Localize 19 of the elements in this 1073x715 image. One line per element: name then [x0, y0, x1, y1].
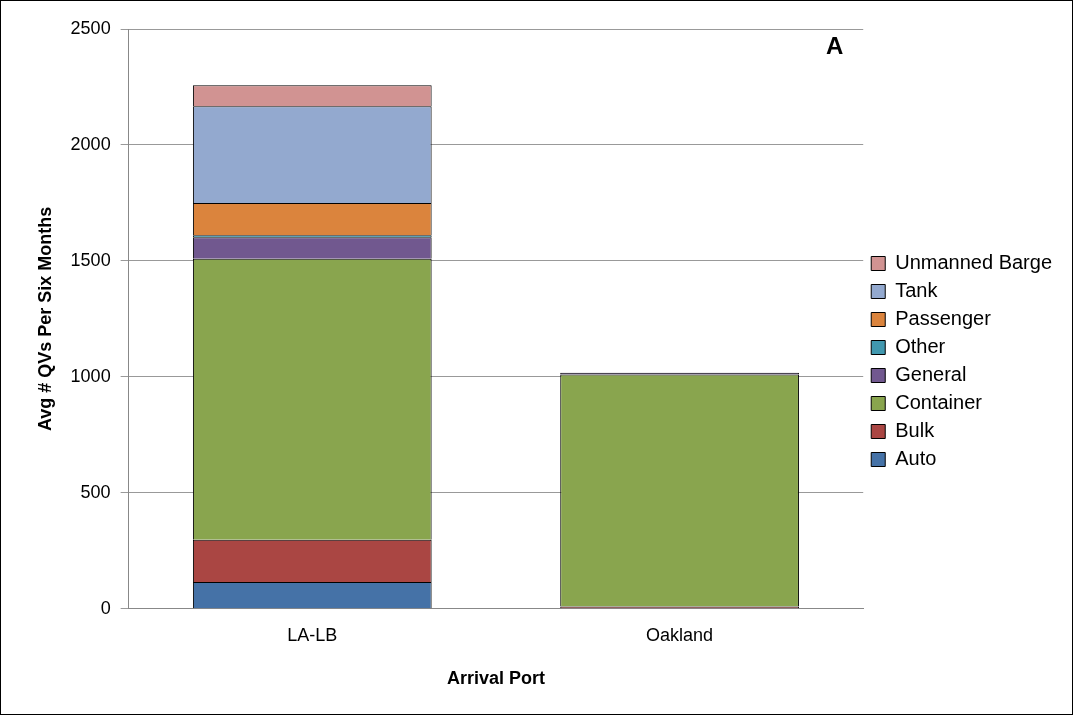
- legend-label: Bulk: [895, 419, 936, 442]
- y-tick-label: 1500: [70, 249, 111, 270]
- legend-label: Container: [895, 391, 983, 414]
- legend-label: Unmanned Barge: [895, 251, 1053, 274]
- y-tick-label: 1000: [70, 365, 111, 386]
- y-tick-label: 500: [80, 481, 111, 502]
- legend-label: General: [895, 363, 967, 386]
- x-axis-title: Arrival Port: [446, 668, 545, 689]
- legend-label: Passenger: [895, 307, 992, 330]
- y-tick-label: 2000: [70, 133, 111, 154]
- chart-title: A: [825, 31, 844, 59]
- legend-label: Tank: [895, 279, 939, 302]
- legend-label: Auto: [895, 447, 937, 470]
- legend-label: Other: [895, 335, 946, 358]
- y-axis-title: Avg # QVs Per Six Months: [34, 206, 55, 432]
- x-tick-label: Oakland: [646, 624, 714, 645]
- x-tick-label: LA-LB: [287, 624, 338, 645]
- y-tick-label: 0: [100, 597, 111, 618]
- y-tick-label: 2500: [70, 17, 111, 38]
